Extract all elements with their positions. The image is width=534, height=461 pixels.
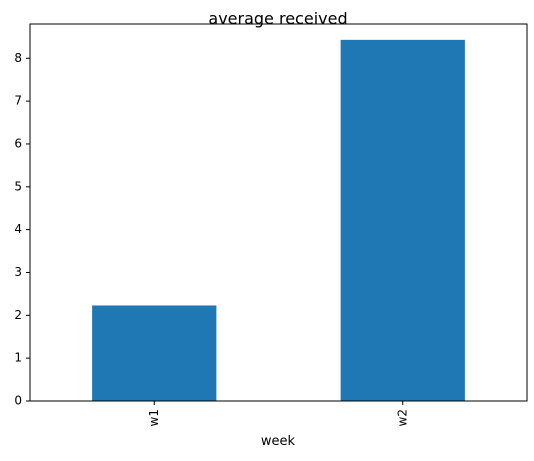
y-tick-label: 8	[14, 51, 22, 65]
y-tick-label: 3	[14, 265, 22, 279]
y-tick-label: 0	[14, 394, 22, 408]
x-tick-label: w1	[147, 409, 161, 426]
bars-layer	[92, 39, 465, 401]
x-axis: w1 w2	[147, 401, 409, 426]
y-tick-label: 1	[14, 351, 22, 365]
x-tick-label: w2	[395, 409, 409, 426]
y-tick-label: 7	[14, 94, 22, 108]
x-axis-label: week	[261, 434, 296, 449]
y-tick-label: 5	[14, 179, 22, 193]
y-tick-label: 4	[14, 222, 22, 236]
y-axis: 0 1 2 3 4 5 6 7 8	[14, 51, 30, 408]
plot-frame	[29, 23, 528, 402]
bar-w2	[340, 39, 465, 401]
y-tick-label: 2	[14, 308, 22, 322]
y-tick-label: 6	[14, 136, 22, 150]
chart-title: average received	[208, 9, 347, 28]
bar-w1	[92, 305, 217, 401]
